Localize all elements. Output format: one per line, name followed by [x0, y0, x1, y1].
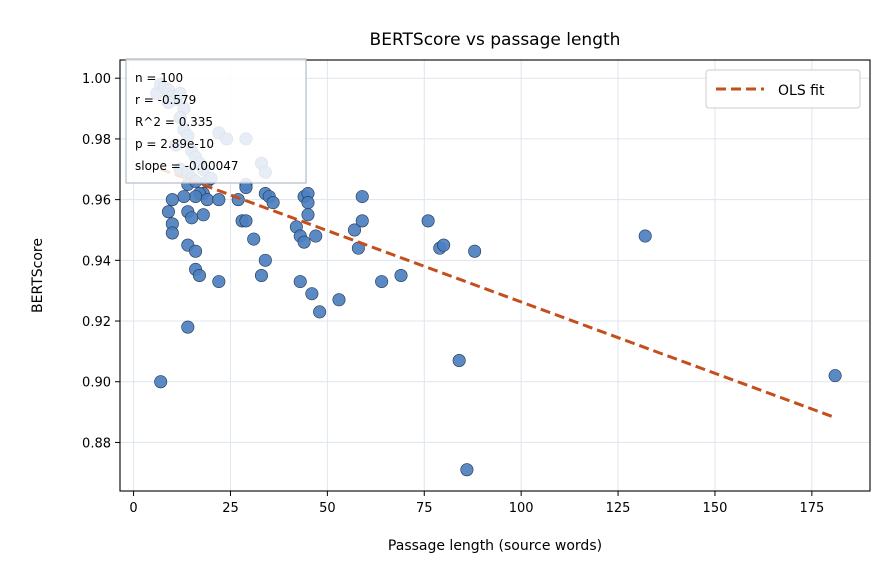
- grid-lines: [120, 60, 870, 491]
- y-tick-label: 1.00: [82, 72, 111, 87]
- data-point: [468, 244, 482, 258]
- x-tick-label: 0: [129, 501, 137, 516]
- stats-line: r = -0.579: [135, 93, 196, 107]
- data-point: [189, 244, 203, 258]
- legend-label-ols-fit: OLS fit: [778, 83, 825, 99]
- data-point: [394, 268, 408, 282]
- fit-line-layer: [160, 167, 836, 419]
- data-point: [460, 463, 474, 477]
- data-point: [297, 235, 311, 249]
- data-point: [638, 229, 652, 243]
- y-tick-label: 0.90: [82, 376, 111, 391]
- x-tick-label: 100: [509, 501, 534, 516]
- stats-box-background: [125, 58, 307, 184]
- data-point: [154, 375, 168, 389]
- data-point: [161, 205, 175, 219]
- data-point: [452, 353, 466, 367]
- stats-line: slope = -0.00047: [135, 159, 239, 173]
- x-tick-label: 25: [222, 501, 239, 516]
- data-point: [293, 275, 307, 289]
- data-point: [165, 226, 179, 240]
- data-point: [421, 214, 435, 228]
- data-point: [375, 275, 389, 289]
- plot-frame: [119, 59, 871, 492]
- data-point: [212, 193, 226, 207]
- legend-box: [705, 69, 861, 109]
- x-tick-label: 75: [416, 501, 433, 516]
- y-tick-label: 0.98: [82, 133, 111, 148]
- data-point: [165, 193, 179, 207]
- legend: OLS fit: [705, 69, 861, 109]
- chart-title: BERTScore vs passage length: [370, 30, 621, 50]
- data-point: [254, 268, 268, 282]
- y-tick-label: 0.92: [82, 315, 111, 330]
- ols-fit-line: [160, 167, 836, 419]
- data-point: [301, 208, 315, 222]
- data-point: [437, 238, 451, 252]
- data-point: [266, 196, 280, 210]
- data-point: [305, 287, 319, 301]
- x-tick-label: 150: [703, 501, 728, 516]
- data-point: [239, 214, 253, 228]
- data-point: [189, 190, 203, 204]
- x-tick-label: 175: [799, 501, 824, 516]
- data-point: [212, 275, 226, 289]
- x-axis-label: Passage length (source words): [388, 538, 602, 554]
- x-tick-label: 125: [606, 501, 631, 516]
- data-point: [185, 211, 199, 225]
- data-point: [192, 268, 206, 282]
- data-point: [828, 369, 842, 383]
- x-tick-label: 50: [319, 501, 336, 516]
- y-tick-label: 0.96: [82, 194, 111, 209]
- stats-line: R^2 = 0.335: [135, 115, 213, 129]
- y-tick-label: 0.94: [82, 254, 111, 269]
- data-point: [177, 190, 191, 204]
- data-point: [347, 223, 361, 237]
- data-point: [301, 196, 315, 210]
- y-tick-label: 0.88: [82, 436, 111, 451]
- x-axis-ticks: 0 25 50 75 100 125 150 175: [129, 491, 824, 516]
- data-point: [200, 193, 214, 207]
- data-point: [313, 305, 327, 319]
- data-point: [355, 214, 369, 228]
- data-point: [258, 253, 272, 267]
- stats-line: p = 2.89e-10: [135, 137, 214, 151]
- data-point: [355, 190, 369, 204]
- data-point: [309, 229, 323, 243]
- stats-line: n = 100: [135, 71, 183, 85]
- data-point: [332, 293, 346, 307]
- data-point: [196, 208, 210, 222]
- stats-box: n = 100 r = -0.579 R^2 = 0.335 p = 2.89e-10…: [125, 58, 307, 184]
- data-point: [247, 232, 261, 246]
- data-point: [181, 320, 195, 334]
- y-axis-label: BERTScore: [30, 238, 46, 313]
- y-axis-ticks: 0.88 0.90 0.92 0.94 0.96 0.98 1.00: [82, 72, 120, 451]
